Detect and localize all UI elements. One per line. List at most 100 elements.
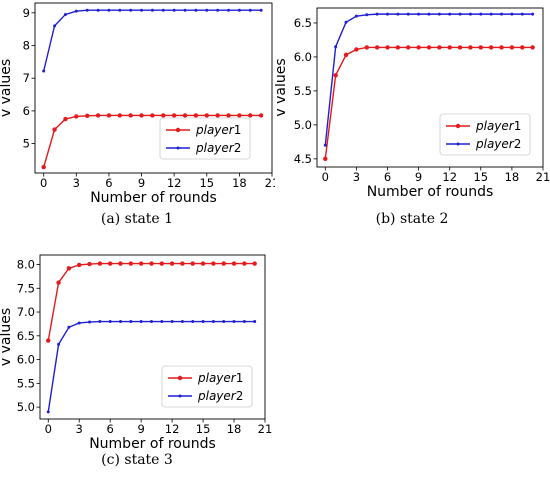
data-point-player1 bbox=[248, 113, 253, 118]
data-point-player1 bbox=[468, 45, 473, 50]
data-point-player1 bbox=[395, 45, 401, 50]
y-tick-label: 9 bbox=[23, 6, 30, 20]
data-point-player2 bbox=[42, 69, 46, 73]
data-point-player1 bbox=[343, 52, 349, 58]
figure-caption: (a) state 1 bbox=[101, 211, 173, 227]
data-point-player2 bbox=[57, 342, 61, 346]
y-tick-label: 5.0 bbox=[294, 118, 312, 132]
data-point-player2 bbox=[96, 8, 100, 12]
y-tick-label: 7.5 bbox=[17, 281, 35, 295]
data-point-player1 bbox=[190, 261, 195, 266]
plot-frame bbox=[34, 2, 273, 174]
data-point-player1 bbox=[97, 261, 103, 266]
data-point-player1 bbox=[364, 45, 369, 50]
y-tick-label: 6 bbox=[23, 104, 30, 118]
legend-marker-player2 bbox=[176, 146, 180, 150]
data-point-player2 bbox=[77, 321, 81, 325]
data-point-player2 bbox=[354, 14, 358, 18]
data-point-player1 bbox=[74, 114, 79, 119]
data-point-player1 bbox=[193, 113, 199, 118]
x-tick-label: 21 bbox=[265, 176, 275, 190]
data-point-player2 bbox=[479, 12, 483, 16]
data-point-player1 bbox=[204, 113, 209, 118]
data-point-player2 bbox=[160, 320, 164, 324]
y-tick-label: 4.5 bbox=[294, 152, 312, 166]
legend-box bbox=[161, 365, 253, 408]
data-point-player2 bbox=[149, 320, 153, 324]
data-point-player2 bbox=[183, 8, 187, 12]
x-tick-label: 18 bbox=[227, 422, 242, 436]
data-point-player2 bbox=[531, 12, 535, 16]
data-point-player2 bbox=[437, 12, 441, 16]
legend: player1 player2 bbox=[159, 117, 251, 160]
data-point-player1 bbox=[56, 280, 61, 285]
data-point-player1 bbox=[150, 113, 155, 118]
data-point-player1 bbox=[237, 113, 242, 118]
y-tick-label: 5 bbox=[23, 137, 30, 151]
y-tick-label: 5.0 bbox=[17, 400, 35, 414]
legend-label-player2: player2 bbox=[195, 141, 241, 155]
data-point-player1 bbox=[478, 45, 483, 50]
x-axis-label: Number of rounds bbox=[90, 190, 217, 206]
legend-marker-player2 bbox=[456, 142, 460, 146]
data-point-player1 bbox=[520, 45, 525, 50]
data-point-player2 bbox=[161, 8, 165, 12]
x-tick-label: 0 bbox=[45, 422, 52, 436]
data-point-player2 bbox=[248, 8, 252, 12]
x-axis-label: Number of rounds bbox=[367, 184, 494, 200]
y-axis-label: v values bbox=[275, 58, 289, 116]
x-tick-label: 15 bbox=[473, 170, 488, 184]
y-tick-label: 8.0 bbox=[17, 258, 35, 272]
data-point-player2 bbox=[129, 8, 133, 12]
data-point-player1 bbox=[169, 261, 175, 266]
x-tick-label: 6 bbox=[105, 176, 112, 190]
data-point-player2 bbox=[201, 320, 205, 324]
x-tick-label: 9 bbox=[415, 170, 422, 184]
data-point-player1 bbox=[46, 338, 51, 343]
y-tick-label: 7 bbox=[23, 71, 30, 85]
data-point-player2 bbox=[227, 8, 231, 12]
chart-state-2: 0 3 6 9 12 15 18 21 4.5 5.0 5.5 6.0 6.5 Number of rou… bbox=[275, 7, 550, 227]
data-point-player2 bbox=[448, 12, 452, 16]
data-point-player2 bbox=[344, 20, 348, 24]
chart-state-3: 0 3 6 9 12 15 18 21 5.0 5.5 6.0 6.5 7.0 7.5 8.0 Number … bbox=[0, 254, 272, 468]
data-point-player1 bbox=[87, 261, 92, 267]
data-point-player2 bbox=[510, 12, 514, 16]
x-tick-label: 0 bbox=[322, 170, 329, 184]
data-point-player2 bbox=[67, 325, 71, 329]
data-point-player2 bbox=[385, 12, 389, 16]
data-point-player2 bbox=[232, 320, 236, 324]
x-tick-label: 6 bbox=[384, 170, 391, 184]
legend-box bbox=[159, 117, 251, 160]
legend-label-player1: player1 bbox=[197, 371, 243, 385]
legend-label-player2: player2 bbox=[475, 137, 521, 151]
data-point-player2 bbox=[211, 320, 215, 324]
legend-label-player1: player1 bbox=[475, 119, 521, 133]
data-point-player1 bbox=[200, 261, 206, 266]
y-axis-label: v values bbox=[0, 308, 14, 366]
series-line-player2 bbox=[43, 9, 262, 72]
data-point-player1 bbox=[95, 113, 101, 118]
data-point-player2 bbox=[88, 320, 92, 324]
y-tick-label: 6.5 bbox=[17, 329, 35, 343]
data-point-player1 bbox=[426, 45, 432, 50]
y-tick-label: 6.0 bbox=[17, 353, 35, 367]
data-point-player1 bbox=[385, 45, 390, 50]
data-point-player1 bbox=[221, 261, 226, 266]
data-point-player1 bbox=[488, 45, 494, 50]
data-point-player1 bbox=[211, 261, 216, 266]
data-point-player1 bbox=[323, 156, 328, 162]
data-point-player1 bbox=[84, 113, 90, 118]
data-point-player2 bbox=[85, 8, 89, 12]
data-point-player2 bbox=[119, 320, 123, 324]
y-tick-label: 7.0 bbox=[17, 305, 35, 319]
data-point-player2 bbox=[216, 8, 220, 12]
data-point-player1 bbox=[182, 113, 188, 118]
x-tick-label: 0 bbox=[40, 176, 47, 190]
data-point-player1 bbox=[41, 164, 46, 170]
data-point-player1 bbox=[138, 261, 144, 266]
data-point-player1 bbox=[180, 261, 185, 266]
data-point-player1 bbox=[171, 113, 177, 118]
data-point-player2 bbox=[139, 320, 143, 324]
data-point-player1 bbox=[509, 45, 515, 50]
